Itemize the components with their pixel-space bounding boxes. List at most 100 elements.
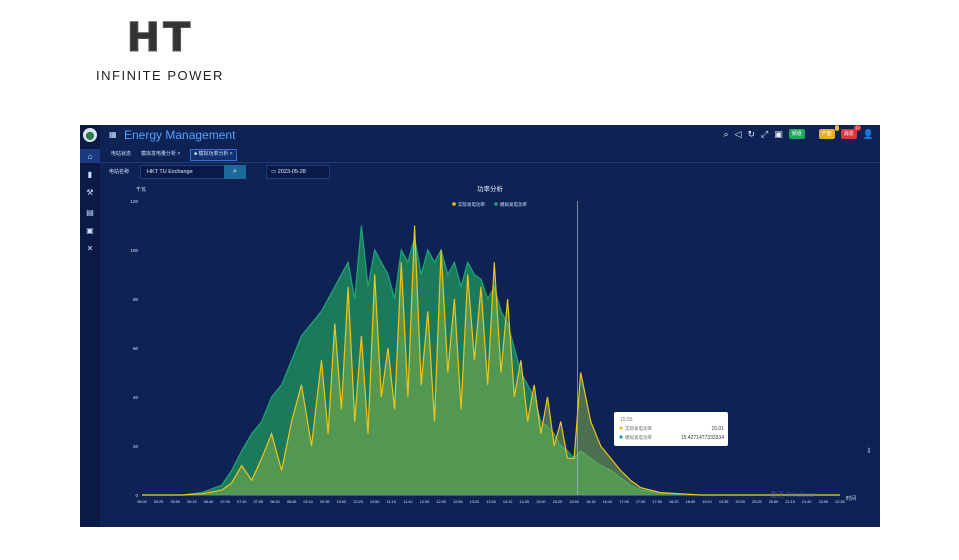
search-icon: ⌕ xyxy=(233,168,237,175)
x-tick-label: 12:30 xyxy=(436,500,446,504)
x-tick-label: 05:00 xyxy=(137,500,147,504)
x-tick-label: 19:35 xyxy=(719,500,729,504)
x-tick-label: 12:55 xyxy=(453,500,463,504)
tab-sim-energy[interactable]: 模拟发电量分析 × xyxy=(141,151,181,157)
logo-mark: HT xyxy=(126,15,194,61)
app-logo-icon: ⬤ xyxy=(83,128,97,142)
chart-axes: 0 20 40 60 80 100 120 05:00 05:25 05:50 06:15 06:40… xyxy=(130,199,844,504)
x-tick-label: 17:05 xyxy=(619,500,629,504)
chart-legend: 实际发电功率 模拟发电功率 xyxy=(452,201,527,208)
sidebar-item-home[interactable]: ⌂ xyxy=(80,149,100,163)
yellow-button[interactable]: 产能 0 xyxy=(818,125,839,139)
menu-icon[interactable]: ▦ xyxy=(109,130,117,139)
sidebar-item-settings[interactable]: ✕ xyxy=(80,241,100,255)
y-tick-label: 0 xyxy=(135,493,138,498)
fullscreen-icon[interactable]: ⤢ xyxy=(761,129,769,139)
x-tick-label: 15:00 xyxy=(536,500,546,504)
tool-icon: ⚒ xyxy=(86,187,94,197)
app-title: Energy Management xyxy=(124,128,236,142)
x-tick-label: 14:35 xyxy=(519,500,529,504)
tooltip-actual-value: 15.01 xyxy=(711,426,724,432)
tooltip-dot-actual xyxy=(619,426,623,430)
logo-tagline: INFINITE POWER xyxy=(96,68,224,83)
user-icon[interactable]: 👤 xyxy=(862,129,874,139)
x-tick-label: 09:10 xyxy=(303,500,313,504)
download-icon: ⇩ xyxy=(866,447,872,455)
tooltip-dot-sim xyxy=(619,435,623,439)
x-tick-label: 17:55 xyxy=(652,500,662,504)
tooltip-time: 15:55 xyxy=(620,417,633,423)
series-line-actual xyxy=(142,225,840,496)
tab-divider xyxy=(100,162,880,163)
table-icon: ▤ xyxy=(86,207,94,217)
y-axis-label: 千瓦 xyxy=(136,186,146,193)
top-bar: ▦ Energy Management ⌕ ◁ ↻ ⤢ ▣ 频道 产能 0 消息 1… xyxy=(100,125,880,145)
tooltip-box xyxy=(614,412,728,446)
x-tick-label: 10:50 xyxy=(370,500,380,504)
x-tick-label: 18:45 xyxy=(686,500,696,504)
settings-icon: ✕ xyxy=(86,243,94,253)
legend-dot-sim xyxy=(494,202,498,206)
tab-bar: 电站状态 模拟发电量分析 × ■ 模拟功率分析 × xyxy=(100,147,880,161)
windows-watermark: 激活 Windows xyxy=(770,490,815,499)
tooltip-sim-value: 15.4271477333334 xyxy=(681,435,724,441)
x-tick-label: 13:20 xyxy=(470,500,480,504)
x-tick-label: 11:40 xyxy=(403,500,412,504)
x-tick-label: 09:35 xyxy=(320,500,330,504)
x-tick-label: 20:50 xyxy=(769,500,779,504)
sidebar-item-table[interactable]: ▤ xyxy=(80,205,100,219)
date-picker[interactable]: ▭ 2023-05-28 xyxy=(266,165,330,179)
folder-icon: ▮ xyxy=(87,169,93,179)
refresh-icon[interactable]: ↻ xyxy=(747,129,756,139)
search-icon[interactable]: ⌕ xyxy=(723,129,729,139)
x-tick-label: 22:05 xyxy=(819,500,829,504)
yellow-badge: 0 xyxy=(834,125,839,131)
x-tick-label: 21:15 xyxy=(785,500,795,504)
date-value: 2023-05-28 xyxy=(277,169,306,175)
legend-actual: 实际发电功率 xyxy=(458,201,485,208)
tab-station-status[interactable]: 电站状态 xyxy=(111,151,132,157)
power-chart[interactable]: 功率分析 实际发电功率 模拟发电功率 千瓦 时间 0 20 40 60 80 100 120… xyxy=(80,181,880,527)
x-tick-label: 21:40 xyxy=(802,500,812,504)
x-tick-label: 10:25 xyxy=(353,500,363,504)
x-tick-label: 19:10 xyxy=(702,500,712,504)
x-tick-label: 07:05 xyxy=(220,500,230,504)
y-tick-label: 20 xyxy=(133,444,139,449)
volume-icon[interactable]: ◁ xyxy=(734,129,742,139)
x-tick-label: 13:45 xyxy=(486,500,496,504)
x-tick-label: 16:15 xyxy=(586,500,596,504)
station-select[interactable]: HKT TU Exchange xyxy=(140,165,228,179)
tooltip-sim-name: 模拟发电功率 xyxy=(625,434,652,441)
yellow-button-label: 产能 xyxy=(821,131,832,137)
sidebar-item-tool[interactable]: ⚒ xyxy=(80,185,100,199)
x-tick-label: 20:25 xyxy=(752,500,762,504)
screen-icon[interactable]: ▣ xyxy=(774,129,783,139)
x-tick-label: 15:25 xyxy=(553,500,563,504)
y-tick-label: 80 xyxy=(133,297,139,302)
x-tick-label: 15:50 xyxy=(569,500,579,504)
x-tick-label: 05:25 xyxy=(154,500,164,504)
red-button[interactable]: 消息 17 xyxy=(840,125,861,139)
y-tick-label: 120 xyxy=(130,199,138,204)
search-button[interactable]: ⌕ xyxy=(224,165,246,179)
x-tick-label: 18:20 xyxy=(669,500,679,504)
chart-icon: ▣ xyxy=(86,225,94,235)
x-tick-label: 11:15 xyxy=(387,500,396,504)
y-tick-label: 60 xyxy=(133,346,139,351)
green-button[interactable]: 频道 xyxy=(788,129,805,139)
x-tick-label: 14:10 xyxy=(503,500,513,504)
x-tick-label: 12:05 xyxy=(420,500,430,504)
x-tick-label: 20:00 xyxy=(736,500,746,504)
tab-sim-power[interactable]: ■ 模拟功率分析 × xyxy=(190,149,237,161)
sidebar-item-folder[interactable]: ▮ xyxy=(80,167,100,181)
x-tick-label: 10:00 xyxy=(337,500,347,504)
x-axis-label: 时间 xyxy=(846,495,856,502)
x-tick-label: 08:20 xyxy=(270,500,280,504)
company-logo: HT INFINITE POWER xyxy=(80,15,240,84)
x-tick-label: 07:55 xyxy=(254,500,264,504)
chart-title: 功率分析 xyxy=(477,184,504,193)
sidebar-item-chart[interactable]: ▣ xyxy=(80,223,100,237)
filter-bar: 电站名称 HKT TU Exchange ⌕ ▭ 2023-05-28 xyxy=(100,165,880,179)
x-tick-label: 22:30 xyxy=(835,500,845,504)
x-tick-label: 06:40 xyxy=(204,500,214,504)
